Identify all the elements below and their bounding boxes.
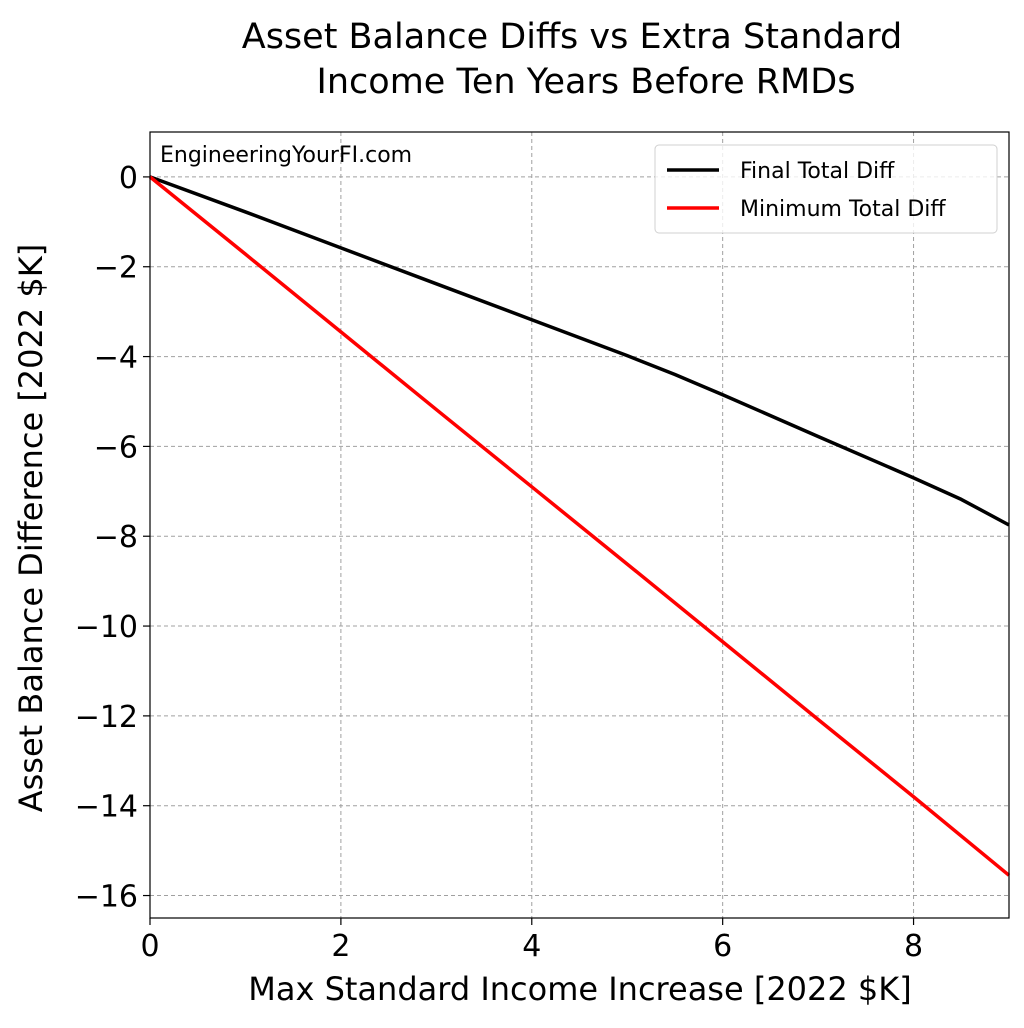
y-tick-label: −4: [94, 341, 138, 376]
y-tick-label: −8: [94, 520, 138, 555]
y-axis-label: Asset Balance Difference [2022 $K]: [12, 244, 50, 813]
x-tick-label: 4: [522, 929, 541, 964]
y-tick-label: −16: [75, 880, 138, 915]
y-tick-label: 0: [119, 161, 138, 196]
plot-area-frame: [149, 131, 1010, 919]
x-tick-label: 6: [713, 929, 732, 964]
y-tick-label: −12: [75, 700, 138, 735]
legend-box: [654, 144, 998, 234]
legend: Final Total Diff Minimum Total Diff: [654, 144, 998, 234]
x-tick-label: 0: [140, 929, 159, 964]
y-tick-label: −10: [75, 610, 138, 645]
x-tick-label: 8: [904, 929, 923, 964]
axis-ticks: 0 2 4 6 8 0 −2 −4 −6 −8 −10 −12 −14 −16: [75, 161, 923, 964]
chart-title-line-2: Income Ten Years Before RMDs: [317, 62, 856, 102]
watermark-annotation: EngineeringYourFI.com: [160, 143, 412, 168]
legend-label-final-total-diff: Final Total Diff: [740, 159, 895, 184]
legend-label-minimum-total-diff: Minimum Total Diff: [740, 197, 946, 222]
y-tick-label: −2: [94, 251, 138, 286]
x-axis-label: Max Standard Income Increase [2022 $K]: [248, 970, 912, 1008]
y-tick-label: −14: [75, 790, 138, 825]
grid: [149, 132, 1009, 918]
chart-title-line-1: Asset Balance Diffs vs Extra Standard: [242, 17, 902, 57]
y-tick-label: −6: [94, 430, 138, 465]
series-lines: [148, 175, 1011, 877]
series-line-minimum-total-diff: [148, 175, 1011, 877]
x-tick-label: 2: [331, 929, 350, 964]
series-line-final-total-diff: [149, 175, 1010, 527]
